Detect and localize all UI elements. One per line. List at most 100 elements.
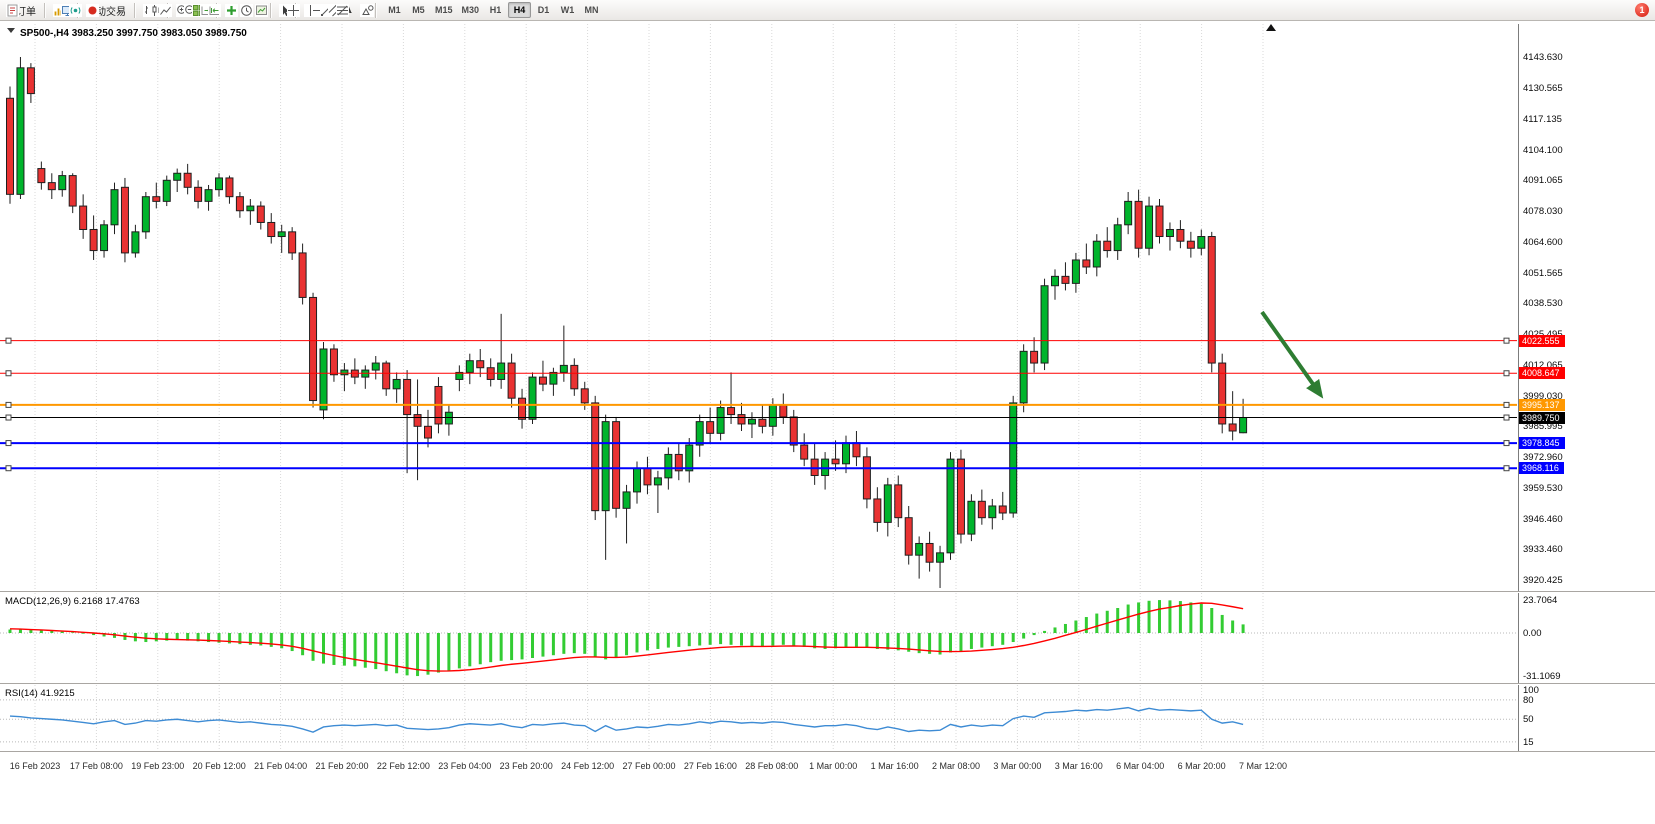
candle — [413, 414, 422, 427]
vertical-line-button[interactable] — [301, 2, 317, 19]
macd-panel[interactable]: MACD(12,26,9) 6.2168 17.4763 — [0, 593, 1517, 683]
candle — [246, 205, 255, 212]
line-handle[interactable] — [5, 465, 12, 472]
rsi-line — [9, 706, 1244, 733]
line-handle[interactable] — [1503, 401, 1510, 408]
line-handle[interactable] — [1503, 337, 1510, 344]
time-axis-label: 19 Feb 23:00 — [131, 761, 185, 771]
candle — [977, 500, 986, 519]
auto-trading-button[interactable]: 自动交易 — [83, 2, 129, 19]
candle — [340, 369, 349, 376]
time-axis-label: 27 Feb 00:00 — [622, 761, 676, 771]
candle — [392, 378, 401, 390]
line-chart-button[interactable] — [156, 2, 172, 19]
price-axis-label: 4091.065 — [1523, 175, 1563, 187]
time-axis-label: 6 Mar 04:00 — [1116, 761, 1165, 771]
crosshair-icon — [287, 3, 300, 17]
new-order-button[interactable]: 新订单 — [3, 2, 39, 19]
timeframe-button-d1[interactable]: D1 — [537, 5, 550, 15]
panel-divider[interactable] — [0, 683, 1655, 685]
cursor-button[interactable] — [276, 2, 292, 19]
candle — [528, 376, 537, 420]
line-handle[interactable] — [5, 440, 12, 447]
arrows-tool-button[interactable] — [357, 2, 374, 19]
candle — [1155, 205, 1164, 238]
timeframe-button-m30[interactable]: M30 — [461, 5, 479, 15]
market-watch-button[interactable] — [50, 2, 66, 19]
line-handle[interactable] — [5, 414, 12, 421]
navigator-icon — [69, 3, 82, 17]
candle — [998, 505, 1007, 514]
bar-chart-button[interactable] — [140, 2, 156, 19]
toolbar-separator — [44, 2, 45, 18]
line-chart-icon — [159, 3, 172, 17]
indicators-button[interactable] — [222, 2, 238, 19]
candle — [904, 517, 913, 556]
line-handle[interactable] — [5, 370, 12, 377]
timeframe-button-h4[interactable]: H4 — [507, 2, 531, 18]
time-axis[interactable]: 16 Feb 2023 17 Feb 08:00 19 Feb 23:00 20 Fe… — [0, 753, 1655, 775]
candle — [612, 421, 621, 509]
time-axis-label: 17 Feb 08:00 — [69, 761, 123, 771]
templates-button[interactable] — [252, 2, 268, 19]
line-handle[interactable] — [5, 337, 12, 344]
price-axis-label: 4051.565 — [1523, 267, 1563, 279]
timeframe-button-m1[interactable]: M1 — [388, 5, 401, 15]
fibonacci-icon — [336, 3, 349, 17]
price-axis-label: 3972.960 — [1523, 451, 1563, 463]
price-axis-label: 4012.065 — [1523, 360, 1563, 372]
candle — [1040, 285, 1049, 364]
price-axis-label: 3985.995 — [1523, 421, 1563, 433]
chart-shift-button[interactable] — [205, 2, 221, 19]
candle — [1124, 200, 1133, 226]
timeframe-button-w1[interactable]: W1 — [560, 5, 575, 15]
line-handle[interactable] — [5, 401, 12, 408]
one-click-trading-icon[interactable] — [7, 28, 15, 33]
line-handle[interactable] — [1503, 465, 1510, 472]
candle — [68, 175, 77, 207]
candle — [1113, 224, 1122, 252]
candle — [831, 458, 840, 465]
periods-button[interactable] — [237, 2, 253, 19]
timeframe-button-mn[interactable]: MN — [584, 5, 599, 15]
auto-trading-icon — [86, 3, 99, 17]
candle — [1218, 362, 1227, 425]
main-chart[interactable]: SP500-,H4 3983.250 3997.750 3983.050 398… — [0, 24, 1517, 591]
candle — [936, 552, 945, 563]
rsi-panel[interactable]: RSI(14) 41.9215 — [0, 685, 1517, 751]
candle — [1186, 240, 1195, 249]
candle — [465, 360, 474, 373]
zoom-in-button[interactable] — [173, 2, 189, 19]
candle — [747, 418, 756, 425]
time-axis-label: 1 Mar 00:00 — [809, 761, 858, 771]
fibonacci-button[interactable] — [333, 2, 349, 19]
trend-arrow-object[interactable] — [1260, 310, 1324, 399]
rsi-axis[interactable]: 100 80 50 15 — [1518, 685, 1655, 751]
price-axis-label: 3933.460 — [1523, 544, 1563, 556]
toolbar-separator — [270, 2, 271, 18]
candle — [444, 411, 453, 425]
toolbar-separator — [374, 2, 376, 18]
candle — [925, 542, 934, 563]
price-axis[interactable]: 4143.630 4130.565 4117.135 4104.100 4091.065… — [1518, 24, 1655, 591]
line-handle[interactable] — [1503, 414, 1510, 421]
timeframe-button-m15[interactable]: M15 — [434, 5, 453, 15]
navigator-button[interactable] — [66, 2, 82, 19]
crosshair-button[interactable] — [284, 2, 300, 19]
candle — [559, 364, 568, 373]
panel-divider[interactable] — [0, 751, 1655, 753]
candle — [852, 442, 861, 458]
line-handle[interactable] — [1503, 370, 1510, 377]
candle — [758, 418, 767, 427]
line-handle[interactable] — [1503, 440, 1510, 447]
candle — [100, 224, 109, 252]
candle — [455, 371, 464, 380]
macd-axis[interactable]: 23.7064 0.00 -31.1069 — [1518, 593, 1655, 683]
timeframe-button-m5[interactable]: M5 — [412, 5, 425, 15]
panel-divider[interactable] — [0, 591, 1655, 593]
timeframe-button-h1[interactable]: H1 — [489, 5, 502, 15]
time-axis-label: 21 Feb 20:00 — [315, 761, 369, 771]
candle — [946, 458, 955, 554]
notification-badge[interactable]: 1 — [1635, 3, 1649, 17]
time-axis-label: 24 Feb 12:00 — [561, 761, 615, 771]
